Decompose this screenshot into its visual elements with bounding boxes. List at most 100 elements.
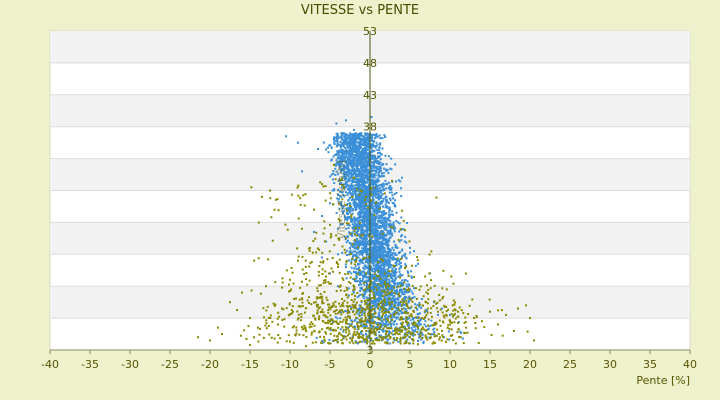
data-point [289, 278, 291, 281]
data-point [346, 223, 349, 226]
data-point [355, 169, 358, 172]
data-point [364, 261, 367, 264]
data-point [319, 335, 322, 338]
data-point [361, 149, 364, 152]
data-point [403, 342, 406, 345]
data-point [346, 236, 349, 239]
data-point [389, 264, 392, 267]
data-point [358, 180, 361, 183]
data-point [337, 263, 340, 266]
data-point [395, 323, 398, 326]
data-point [375, 179, 378, 182]
data-point [317, 274, 320, 277]
data-point [433, 331, 436, 334]
data-point [424, 275, 427, 278]
data-point [385, 251, 388, 254]
data-point [316, 287, 319, 290]
data-point [370, 266, 373, 269]
data-point [277, 334, 280, 337]
data-point [370, 166, 373, 169]
data-point [356, 189, 359, 192]
data-point [363, 235, 366, 238]
data-point [325, 148, 328, 151]
data-point [365, 226, 368, 229]
data-point [372, 194, 375, 197]
data-point [353, 247, 356, 250]
data-point [387, 261, 390, 264]
data-point [380, 289, 383, 292]
data-point [339, 317, 342, 320]
data-point [350, 164, 353, 167]
data-point [359, 250, 362, 253]
data-point [347, 227, 350, 230]
data-point [359, 281, 362, 284]
data-point [350, 155, 353, 158]
data-point [270, 216, 273, 219]
data-point [345, 172, 348, 175]
data-point [361, 334, 364, 337]
data-point [358, 173, 361, 176]
data-point [370, 137, 373, 140]
data-point [396, 282, 399, 285]
data-point [384, 253, 387, 256]
data-point [420, 331, 423, 334]
data-point [400, 281, 403, 284]
data-point [355, 155, 358, 158]
data-point [335, 122, 338, 125]
data-point [364, 157, 367, 160]
data-point [346, 327, 349, 330]
data-point [366, 148, 369, 151]
data-point [361, 196, 364, 199]
data-point [359, 259, 362, 262]
data-point [351, 212, 354, 215]
data-point [424, 316, 427, 319]
data-point [370, 290, 373, 293]
data-point [356, 141, 359, 144]
data-point [388, 266, 391, 269]
data-point [294, 334, 297, 337]
data-point [361, 152, 364, 155]
data-point [343, 183, 346, 186]
data-point [349, 253, 352, 256]
data-point [384, 179, 387, 182]
data-point [343, 139, 346, 142]
data-point [341, 309, 344, 312]
data-point [350, 262, 353, 265]
data-point [392, 311, 395, 314]
data-point [427, 324, 430, 327]
data-point [362, 281, 365, 284]
data-point [378, 248, 381, 251]
data-point [401, 288, 404, 291]
data-point [313, 208, 315, 211]
data-point [391, 279, 394, 282]
data-point [438, 294, 441, 297]
data-point [297, 194, 300, 197]
data-point [291, 310, 294, 313]
data-point [369, 218, 372, 221]
data-point [330, 235, 333, 238]
data-point [403, 336, 406, 339]
data-point [340, 191, 343, 194]
data-point [357, 241, 360, 244]
data-point [356, 240, 359, 243]
data-point [407, 289, 410, 292]
data-point [355, 255, 358, 258]
data-point [425, 325, 428, 328]
data-point [363, 210, 366, 213]
data-point [345, 222, 348, 225]
data-point [467, 313, 470, 316]
data-point [360, 234, 363, 237]
data-point [353, 228, 356, 231]
data-point [361, 231, 364, 234]
data-point [398, 230, 401, 233]
data-point [381, 304, 384, 307]
data-point [356, 309, 359, 312]
data-point [379, 323, 382, 326]
data-point [373, 222, 376, 225]
data-point [398, 222, 401, 225]
data-point [295, 332, 298, 335]
data-point [427, 332, 430, 335]
data-point [358, 202, 361, 205]
data-point [366, 220, 369, 223]
data-point [353, 221, 356, 224]
